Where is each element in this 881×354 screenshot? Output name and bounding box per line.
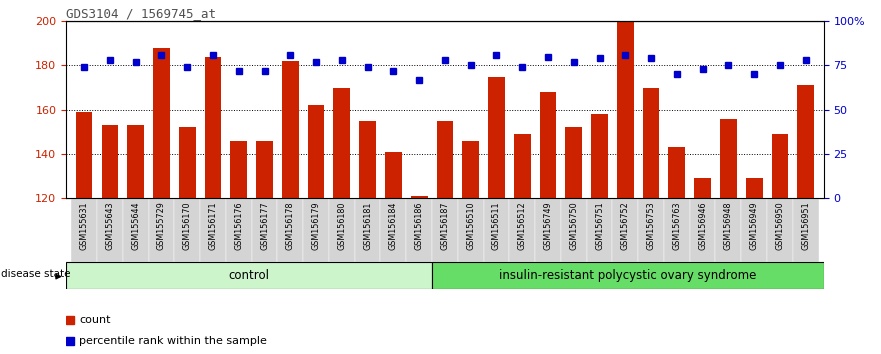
Text: GSM156511: GSM156511 bbox=[492, 201, 501, 250]
Bar bbox=[566, 127, 582, 198]
Bar bbox=[179, 127, 196, 198]
Bar bbox=[359, 121, 376, 198]
Bar bbox=[329, 198, 355, 262]
Bar bbox=[230, 141, 247, 198]
Text: GSM156177: GSM156177 bbox=[260, 201, 269, 250]
Bar bbox=[514, 134, 530, 198]
Text: GSM156949: GSM156949 bbox=[750, 201, 759, 250]
Bar bbox=[638, 198, 664, 262]
Bar bbox=[204, 57, 221, 198]
Bar bbox=[256, 141, 273, 198]
Bar bbox=[333, 88, 351, 198]
Bar bbox=[127, 125, 144, 198]
Bar bbox=[122, 198, 149, 262]
Bar bbox=[97, 198, 122, 262]
Text: GSM156187: GSM156187 bbox=[440, 201, 449, 250]
Bar bbox=[411, 196, 427, 198]
Text: GSM156946: GSM156946 bbox=[698, 201, 707, 250]
Bar bbox=[612, 198, 638, 262]
Bar bbox=[385, 152, 402, 198]
Text: GSM156184: GSM156184 bbox=[389, 201, 398, 250]
Text: GSM156180: GSM156180 bbox=[337, 201, 346, 250]
Text: GSM156181: GSM156181 bbox=[363, 201, 372, 250]
Bar bbox=[669, 147, 685, 198]
Bar bbox=[355, 198, 381, 262]
Bar bbox=[432, 198, 458, 262]
Text: GSM156750: GSM156750 bbox=[569, 201, 578, 250]
Text: GSM156186: GSM156186 bbox=[415, 201, 424, 250]
Bar bbox=[690, 198, 715, 262]
Bar bbox=[436, 121, 454, 198]
Text: GDS3104 / 1569745_at: GDS3104 / 1569745_at bbox=[66, 7, 216, 20]
Bar bbox=[561, 198, 587, 262]
Text: GSM156950: GSM156950 bbox=[775, 201, 784, 250]
Bar bbox=[509, 198, 535, 262]
Bar bbox=[149, 198, 174, 262]
Text: GSM156170: GSM156170 bbox=[182, 201, 192, 250]
Text: percentile rank within the sample: percentile rank within the sample bbox=[79, 336, 267, 346]
Bar bbox=[278, 198, 303, 262]
Bar bbox=[772, 134, 788, 198]
Text: GSM156752: GSM156752 bbox=[621, 201, 630, 250]
Bar bbox=[793, 198, 818, 262]
Bar bbox=[282, 61, 299, 198]
Text: GSM156178: GSM156178 bbox=[285, 201, 295, 250]
Bar bbox=[617, 21, 633, 198]
Text: GSM156512: GSM156512 bbox=[518, 201, 527, 250]
Bar bbox=[307, 105, 324, 198]
Bar bbox=[746, 178, 763, 198]
Text: GSM156751: GSM156751 bbox=[595, 201, 604, 250]
Text: GSM155729: GSM155729 bbox=[157, 201, 166, 250]
Text: insulin-resistant polycystic ovary syndrome: insulin-resistant polycystic ovary syndr… bbox=[500, 269, 757, 282]
Text: GSM156763: GSM156763 bbox=[672, 201, 681, 250]
Text: GSM156179: GSM156179 bbox=[312, 201, 321, 250]
Bar bbox=[174, 198, 200, 262]
Bar bbox=[71, 198, 97, 262]
Text: GSM155643: GSM155643 bbox=[106, 201, 115, 250]
Bar bbox=[767, 198, 793, 262]
Bar bbox=[484, 198, 509, 262]
Bar bbox=[381, 198, 406, 262]
Bar bbox=[797, 85, 814, 198]
Bar bbox=[720, 119, 737, 198]
Text: count: count bbox=[79, 315, 111, 325]
Text: GSM156510: GSM156510 bbox=[466, 201, 475, 250]
Bar bbox=[587, 198, 612, 262]
Bar bbox=[488, 76, 505, 198]
Bar bbox=[741, 198, 767, 262]
Text: GSM155644: GSM155644 bbox=[131, 201, 140, 250]
Bar bbox=[458, 198, 484, 262]
Bar bbox=[643, 88, 660, 198]
Bar bbox=[76, 112, 93, 198]
Bar bbox=[664, 198, 690, 262]
Text: disease state: disease state bbox=[2, 269, 70, 279]
Text: GSM156749: GSM156749 bbox=[544, 201, 552, 250]
Text: control: control bbox=[228, 269, 270, 282]
Text: GSM156948: GSM156948 bbox=[724, 201, 733, 250]
Text: GSM156753: GSM156753 bbox=[647, 201, 655, 250]
Bar bbox=[406, 198, 432, 262]
Bar bbox=[539, 92, 557, 198]
Bar bbox=[715, 198, 741, 262]
Bar bbox=[200, 198, 226, 262]
Text: GSM155631: GSM155631 bbox=[79, 201, 89, 250]
Bar bbox=[66, 262, 432, 289]
Text: GSM156171: GSM156171 bbox=[209, 201, 218, 250]
Text: GSM156176: GSM156176 bbox=[234, 201, 243, 250]
Bar bbox=[303, 198, 329, 262]
Bar bbox=[535, 198, 561, 262]
Bar bbox=[463, 141, 479, 198]
Bar bbox=[226, 198, 252, 262]
Bar bbox=[252, 198, 278, 262]
Bar bbox=[694, 178, 711, 198]
Bar bbox=[153, 48, 170, 198]
Bar bbox=[591, 114, 608, 198]
Text: GSM156951: GSM156951 bbox=[801, 201, 811, 250]
Bar bbox=[101, 125, 118, 198]
Bar bbox=[432, 262, 824, 289]
